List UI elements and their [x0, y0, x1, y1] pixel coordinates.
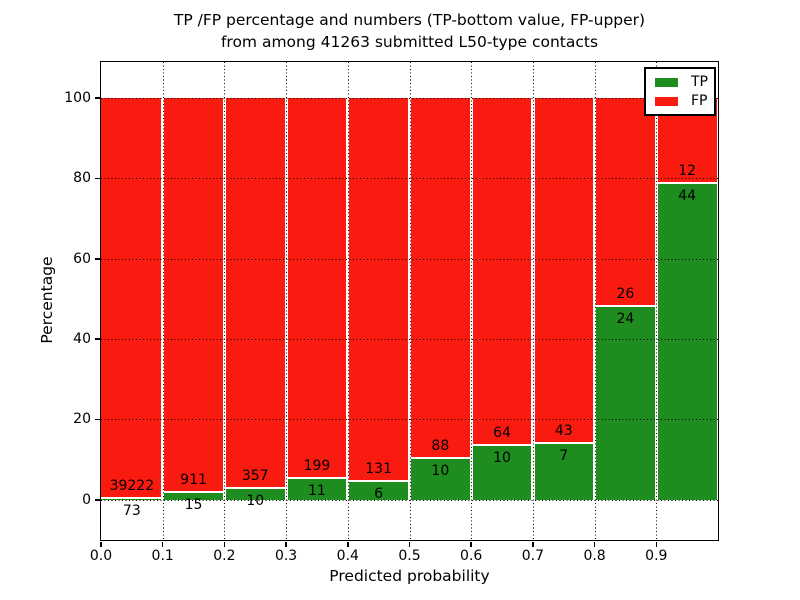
fp-count-label: 199 [303, 457, 331, 474]
bar-segment-fp [226, 98, 285, 487]
tp-count-label: 7 [559, 447, 569, 464]
fp-count-label: 131 [365, 461, 392, 478]
tp-count-label: 10 [246, 492, 265, 509]
tp-count-label: 44 [678, 188, 697, 205]
y-tick-label: 80 [73, 170, 91, 187]
bars-layer [101, 62, 718, 540]
x-tick-label: 0.6 [460, 548, 483, 564]
y-tick-mark [94, 499, 100, 501]
bar-segment-tp [101, 498, 162, 500]
x-tick-label: 0.4 [336, 548, 359, 564]
y-tick-mark [94, 418, 100, 421]
legend-swatch-fp [655, 97, 678, 106]
bar-segment-tp [226, 488, 285, 500]
y-tick-label: 60 [73, 250, 91, 267]
x-axis-label: Predicted probability [329, 567, 490, 585]
x-tick-mark [161, 542, 164, 547]
tp-count-label: 10 [431, 462, 450, 479]
bar-segment-fp [411, 98, 470, 457]
tp-count-label: 73 [122, 502, 141, 519]
legend-label-tp: TP [691, 74, 708, 90]
bar-segment-tp [534, 443, 593, 500]
tp-count-label: 6 [374, 486, 384, 503]
x-tick-label: 0.9 [645, 548, 668, 564]
x-tick-label: 0.3 [274, 548, 298, 564]
plot-area: 0.0 0.1 0.2 0.3 0.4 0.5 0.6 0.7 0.8 0.9 0 20 40 60 80 1… [64, 61, 719, 564]
bar-segment-fp [101, 98, 162, 497]
bar-segment-fp [287, 98, 347, 477]
bar-segment-tp [349, 482, 408, 500]
chart-title-line2: from among 41263 submitted L50-type cont… [220, 33, 599, 51]
bar-segment-tp [472, 445, 532, 500]
bar-segment-tp [411, 458, 470, 500]
y-tick-label: 100 [64, 90, 91, 107]
tp-count-label: 11 [308, 482, 326, 499]
x-tick-mark [470, 542, 472, 547]
x-tick-mark [532, 542, 534, 547]
x-tick-label: 0.2 [213, 548, 236, 564]
annotations-layer: 39222 73 911 15 357 10 199 11 131 6 88 10 64 10 43 7 26 2… [101, 62, 718, 540]
y-tick-mark [94, 338, 100, 340]
chart-title: TP /FP percentage and numbers (TP-bottom… [101, 9, 718, 53]
x-tick-label: 0.1 [151, 548, 174, 564]
y-axis-label: Percentage [38, 256, 56, 344]
ticks-layer: 0.0 0.1 0.2 0.3 0.4 0.5 0.6 0.7 0.8 0.9 0 20 40 60 80 1… [64, 62, 718, 564]
x-tick-mark [347, 542, 349, 547]
legend-swatch-tp [655, 78, 678, 87]
x-tick-mark [593, 542, 596, 547]
y-tick-mark [94, 177, 100, 180]
bar-segment-fp [349, 98, 408, 481]
fp-count-label: 26 [616, 286, 635, 303]
legend: TP FP [644, 67, 716, 116]
legend-label-fp: FP [691, 93, 708, 109]
x-tick-label: 0.7 [521, 548, 545, 564]
chart-title-line1: TP /FP percentage and numbers (TP-bottom… [173, 11, 646, 29]
y-tick-label: 40 [73, 331, 91, 348]
bar-segment-fp [534, 98, 593, 442]
fp-count-label: 12 [678, 163, 697, 180]
fp-count-label: 64 [493, 424, 511, 441]
y-tick-label: 20 [73, 411, 91, 428]
x-tick-label: 0.5 [398, 548, 421, 564]
legend-item-tp: TP [646, 73, 714, 92]
x-tick-label: 0.8 [583, 548, 606, 564]
legend-item-fp: FP [646, 92, 714, 111]
bar-segment-fp [164, 98, 223, 492]
fp-count-label: 911 [180, 472, 207, 489]
fp-count-label: 88 [431, 437, 450, 454]
y-tick-mark [94, 97, 100, 99]
x-tick-mark [100, 542, 102, 547]
x-tick-label: 0.0 [89, 548, 113, 564]
fp-count-label: 357 [241, 467, 269, 484]
bar-segment-tp [596, 307, 655, 500]
fp-count-label: 43 [554, 422, 573, 439]
bar-segment-tp [164, 493, 223, 500]
x-tick-mark [223, 542, 226, 547]
x-tick-mark [655, 542, 658, 547]
x-tick-mark [285, 542, 287, 547]
tp-count-label: 10 [493, 449, 511, 466]
bar-segment-tp [287, 478, 347, 500]
y-tick-label: 0 [82, 491, 91, 508]
x-tick-mark [408, 542, 411, 547]
bar-segment-fp [596, 98, 655, 305]
tp-count-label: 24 [616, 311, 635, 328]
bar-segment-fp [472, 98, 532, 444]
fp-count-label: 39222 [109, 477, 155, 494]
bar-segment-tp [657, 184, 717, 500]
tp-count-label: 15 [184, 497, 203, 514]
y-tick-mark [94, 258, 100, 260]
